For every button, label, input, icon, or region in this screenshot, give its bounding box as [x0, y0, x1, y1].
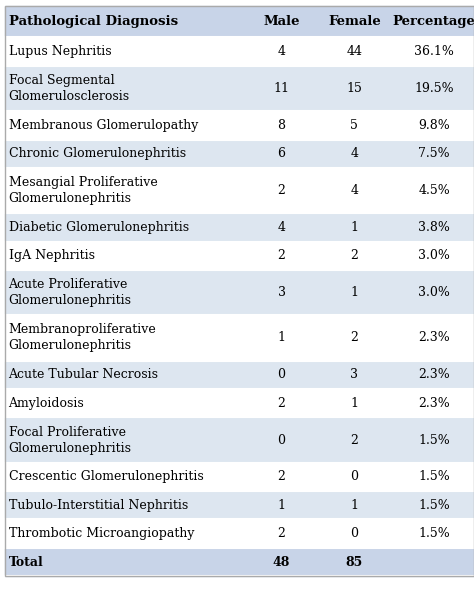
Text: 3.8%: 3.8%	[418, 221, 450, 234]
Text: 44: 44	[346, 45, 362, 58]
Text: 48: 48	[273, 556, 290, 568]
Text: 2.3%: 2.3%	[418, 332, 450, 344]
Bar	[5, 270, 474, 315]
Text: 2: 2	[278, 184, 285, 197]
Text: IgA Nephritis: IgA Nephritis	[9, 249, 94, 262]
Text: 2: 2	[278, 471, 285, 483]
Bar	[5, 389, 474, 417]
Text: Crescentic Glomerulonephritis: Crescentic Glomerulonephritis	[9, 471, 203, 483]
Bar	[5, 491, 474, 519]
Text: 0: 0	[278, 368, 286, 381]
Text: 1: 1	[350, 221, 358, 234]
Bar	[5, 66, 474, 111]
Text: 1.5%: 1.5%	[418, 499, 450, 512]
Text: 9.8%: 9.8%	[418, 119, 450, 132]
Text: Focal Proliferative
Glomerulonephritis: Focal Proliferative Glomerulonephritis	[9, 425, 131, 455]
Text: Pathological Diagnosis: Pathological Diagnosis	[9, 15, 178, 28]
Text: 1: 1	[350, 499, 358, 512]
Text: 3: 3	[350, 368, 358, 381]
Text: Diabetic Glomerulonephritis: Diabetic Glomerulonephritis	[9, 221, 189, 234]
Bar	[5, 168, 474, 213]
Text: 8: 8	[278, 119, 286, 132]
Text: 4: 4	[350, 147, 358, 160]
Bar	[5, 417, 474, 463]
Text: 7.5%: 7.5%	[418, 147, 450, 160]
Text: 85: 85	[346, 556, 363, 568]
Bar	[5, 140, 474, 168]
Text: 0: 0	[350, 527, 358, 540]
Text: 2: 2	[278, 249, 285, 262]
Text: 4: 4	[278, 221, 286, 234]
Text: 1.5%: 1.5%	[418, 434, 450, 446]
Bar	[5, 213, 474, 242]
Text: Acute Tubular Necrosis: Acute Tubular Necrosis	[9, 368, 158, 381]
Text: 4: 4	[350, 184, 358, 197]
Text: 0: 0	[350, 471, 358, 483]
Text: 4.5%: 4.5%	[418, 184, 450, 197]
Text: 0: 0	[278, 434, 286, 446]
Text: 5: 5	[350, 119, 358, 132]
Text: 2: 2	[278, 527, 285, 540]
Text: Male: Male	[264, 15, 300, 28]
Text: Acute Proliferative
Glomerulonephritis: Acute Proliferative Glomerulonephritis	[9, 278, 131, 307]
Bar	[5, 519, 474, 548]
Bar	[5, 548, 474, 576]
Text: 36.1%: 36.1%	[414, 45, 454, 58]
Text: 2: 2	[278, 397, 285, 410]
Bar	[5, 111, 474, 140]
Text: 15: 15	[346, 82, 362, 95]
Text: 3: 3	[278, 286, 286, 299]
Text: 1: 1	[278, 499, 286, 512]
Text: 2: 2	[350, 249, 358, 262]
Text: 1.5%: 1.5%	[418, 527, 450, 540]
Bar	[5, 361, 474, 389]
Text: Percentage: Percentage	[392, 15, 474, 28]
Text: 2.3%: 2.3%	[418, 397, 450, 410]
Text: 1.5%: 1.5%	[418, 471, 450, 483]
Text: Membranous Glomerulopathy: Membranous Glomerulopathy	[9, 119, 198, 132]
Text: Membranoproliferative
Glomerulonephritis: Membranoproliferative Glomerulonephritis	[9, 323, 156, 353]
Text: Lupus Nephritis: Lupus Nephritis	[9, 45, 111, 58]
Bar	[5, 463, 474, 491]
Text: 19.5%: 19.5%	[414, 82, 454, 95]
Text: Female: Female	[328, 15, 381, 28]
Text: 3.0%: 3.0%	[418, 249, 450, 262]
Text: Chronic Glomerulonephritis: Chronic Glomerulonephritis	[9, 147, 186, 160]
Text: 2: 2	[350, 434, 358, 446]
Text: 4: 4	[278, 45, 286, 58]
Text: 2: 2	[350, 332, 358, 344]
Bar	[5, 37, 474, 66]
Text: 2.3%: 2.3%	[418, 368, 450, 381]
Text: 6: 6	[278, 147, 286, 160]
Text: 1: 1	[278, 332, 286, 344]
Text: 1: 1	[350, 286, 358, 299]
Text: Thrombotic Microangiopathy: Thrombotic Microangiopathy	[9, 527, 194, 540]
Bar	[5, 6, 474, 37]
Bar	[5, 315, 474, 361]
Text: Total: Total	[9, 556, 43, 568]
Text: 1: 1	[350, 397, 358, 410]
Bar	[5, 242, 474, 270]
Text: Focal Segmental
Glomerulosclerosis: Focal Segmental Glomerulosclerosis	[9, 74, 130, 103]
Text: Mesangial Proliferative
Glomerulonephritis: Mesangial Proliferative Glomerulonephrit…	[9, 176, 157, 205]
Text: 3.0%: 3.0%	[418, 286, 450, 299]
Text: Tubulo-Interstitial Nephritis: Tubulo-Interstitial Nephritis	[9, 499, 188, 512]
Text: 11: 11	[273, 82, 290, 95]
Text: Amyloidosis: Amyloidosis	[9, 397, 84, 410]
